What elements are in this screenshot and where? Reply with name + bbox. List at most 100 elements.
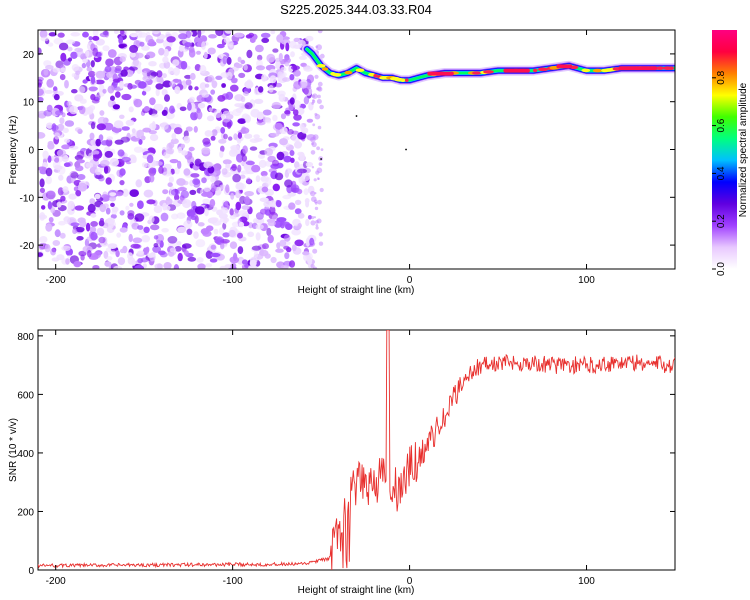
noise-blob: [188, 46, 195, 53]
noise-blob: [188, 85, 193, 91]
noise-blob: [135, 30, 143, 39]
noise-blob: [194, 158, 202, 167]
noise-blob: [285, 223, 293, 230]
noise-blob: [177, 252, 183, 262]
noise-blob: [258, 159, 267, 168]
noise-blob: [241, 155, 248, 162]
noise-blob: [262, 243, 269, 250]
noise-blob: [102, 203, 109, 208]
noise-blob: [203, 161, 213, 168]
stray-point: [320, 158, 323, 160]
noise-blob: [238, 72, 246, 78]
noise-blob: [100, 140, 109, 146]
noise-blob: [311, 241, 314, 245]
noise-blob: [79, 220, 87, 228]
noise-blob: [74, 205, 85, 211]
noise-blob: [59, 232, 66, 239]
noise-blob: [39, 187, 46, 194]
noise-blob: [226, 121, 232, 129]
noise-blob: [233, 32, 244, 38]
noise-blob: [162, 189, 169, 195]
noise-blob: [297, 212, 305, 219]
noise-blob: [283, 57, 291, 64]
noise-blob: [265, 119, 272, 124]
noise-blob: [94, 167, 103, 176]
noise-blob: [180, 190, 189, 199]
noise-blob: [280, 67, 287, 72]
noise-blob: [311, 102, 315, 105]
noise-blob: [222, 55, 228, 65]
noise-blob: [244, 102, 253, 110]
noise-blob: [319, 104, 324, 110]
noise-blob: [285, 241, 291, 246]
noise-blob: [293, 69, 301, 77]
noise-blob: [289, 150, 295, 156]
noise-blob: [110, 202, 115, 207]
noise-blob: [61, 245, 71, 251]
noise-blob: [141, 235, 151, 243]
noise-blob: [305, 161, 314, 168]
noise-blob: [303, 66, 313, 72]
x-tick-label: -200: [46, 576, 66, 587]
noise-blob: [215, 237, 223, 245]
noise-blob: [307, 215, 312, 220]
snr-x-ticks: -200 -100 0 100: [46, 330, 595, 587]
signal-hotspot: [400, 78, 406, 82]
noise-blob: [172, 59, 180, 67]
noise-blob: [161, 109, 168, 116]
noise-blob: [205, 250, 213, 259]
noise-blob: [176, 212, 186, 219]
noise-blob: [89, 132, 95, 140]
noise-blob: [71, 64, 80, 72]
noise-blob: [230, 263, 237, 269]
noise-blob: [247, 231, 255, 238]
noise-blob: [113, 120, 124, 129]
noise-blob: [56, 201, 62, 208]
noise-blob: [261, 186, 269, 193]
noise-blob: [221, 168, 228, 175]
noise-blob: [204, 208, 209, 217]
noise-blob: [276, 242, 281, 249]
noise-blob: [199, 82, 207, 90]
noise-blob: [70, 32, 81, 37]
noise-blob: [152, 167, 157, 174]
noise-blob: [38, 252, 43, 257]
noise-blob: [85, 50, 90, 58]
noise-blob: [213, 228, 219, 235]
noise-blob: [90, 121, 96, 130]
noise-blob: [225, 184, 230, 194]
noise-blob: [178, 33, 188, 40]
noise-blob: [258, 153, 265, 159]
noise-blob: [235, 190, 241, 199]
noise-blob: [283, 155, 292, 163]
noise-blob: [317, 30, 323, 34]
noise-blob: [205, 225, 214, 232]
noise-blob: [228, 136, 233, 141]
noise-blob: [53, 37, 64, 45]
noise-blob: [39, 178, 45, 188]
noise-blob: [117, 257, 126, 266]
noise-blob: [140, 257, 149, 263]
noise-blob: [100, 159, 110, 167]
noise-blob: [174, 167, 180, 175]
noise-blob: [253, 218, 259, 224]
noise-blob: [160, 121, 169, 130]
noise-blob: [276, 151, 285, 161]
noise-blob: [187, 256, 197, 262]
noise-blob: [58, 42, 69, 51]
noise-blob: [170, 189, 180, 196]
noise-blob: [224, 200, 229, 207]
noise-blob: [292, 122, 300, 127]
noise-blob: [255, 175, 261, 183]
noise-blob: [90, 93, 96, 101]
noise-blob: [228, 229, 236, 238]
noise-blob: [162, 56, 169, 64]
noise-blob: [128, 106, 134, 113]
noise-blob: [110, 214, 117, 219]
noise-blob: [183, 220, 193, 229]
noise-blob: [310, 263, 315, 269]
snr-frame: [37, 329, 676, 571]
noise-blob: [298, 55, 307, 60]
noise-blob: [271, 215, 278, 221]
noise-blob: [274, 172, 284, 181]
